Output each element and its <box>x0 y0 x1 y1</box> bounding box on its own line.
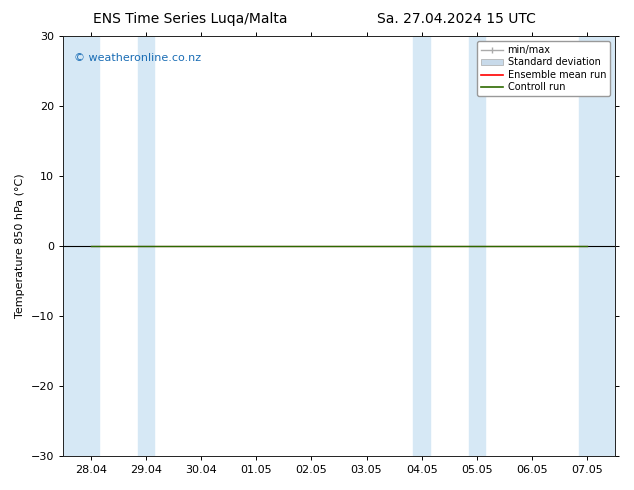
Y-axis label: Temperature 850 hPa (°C): Temperature 850 hPa (°C) <box>15 174 25 318</box>
Text: © weatheronline.co.nz: © weatheronline.co.nz <box>74 53 201 63</box>
Text: Sa. 27.04.2024 15 UTC: Sa. 27.04.2024 15 UTC <box>377 12 536 26</box>
Bar <box>138 36 154 456</box>
Bar <box>63 36 99 456</box>
Bar <box>413 36 430 456</box>
Legend: min/max, Standard deviation, Ensemble mean run, Controll run: min/max, Standard deviation, Ensemble me… <box>477 41 610 96</box>
Bar <box>469 36 485 456</box>
Bar <box>579 36 615 456</box>
Text: ENS Time Series Luqa/Malta: ENS Time Series Luqa/Malta <box>93 12 287 26</box>
